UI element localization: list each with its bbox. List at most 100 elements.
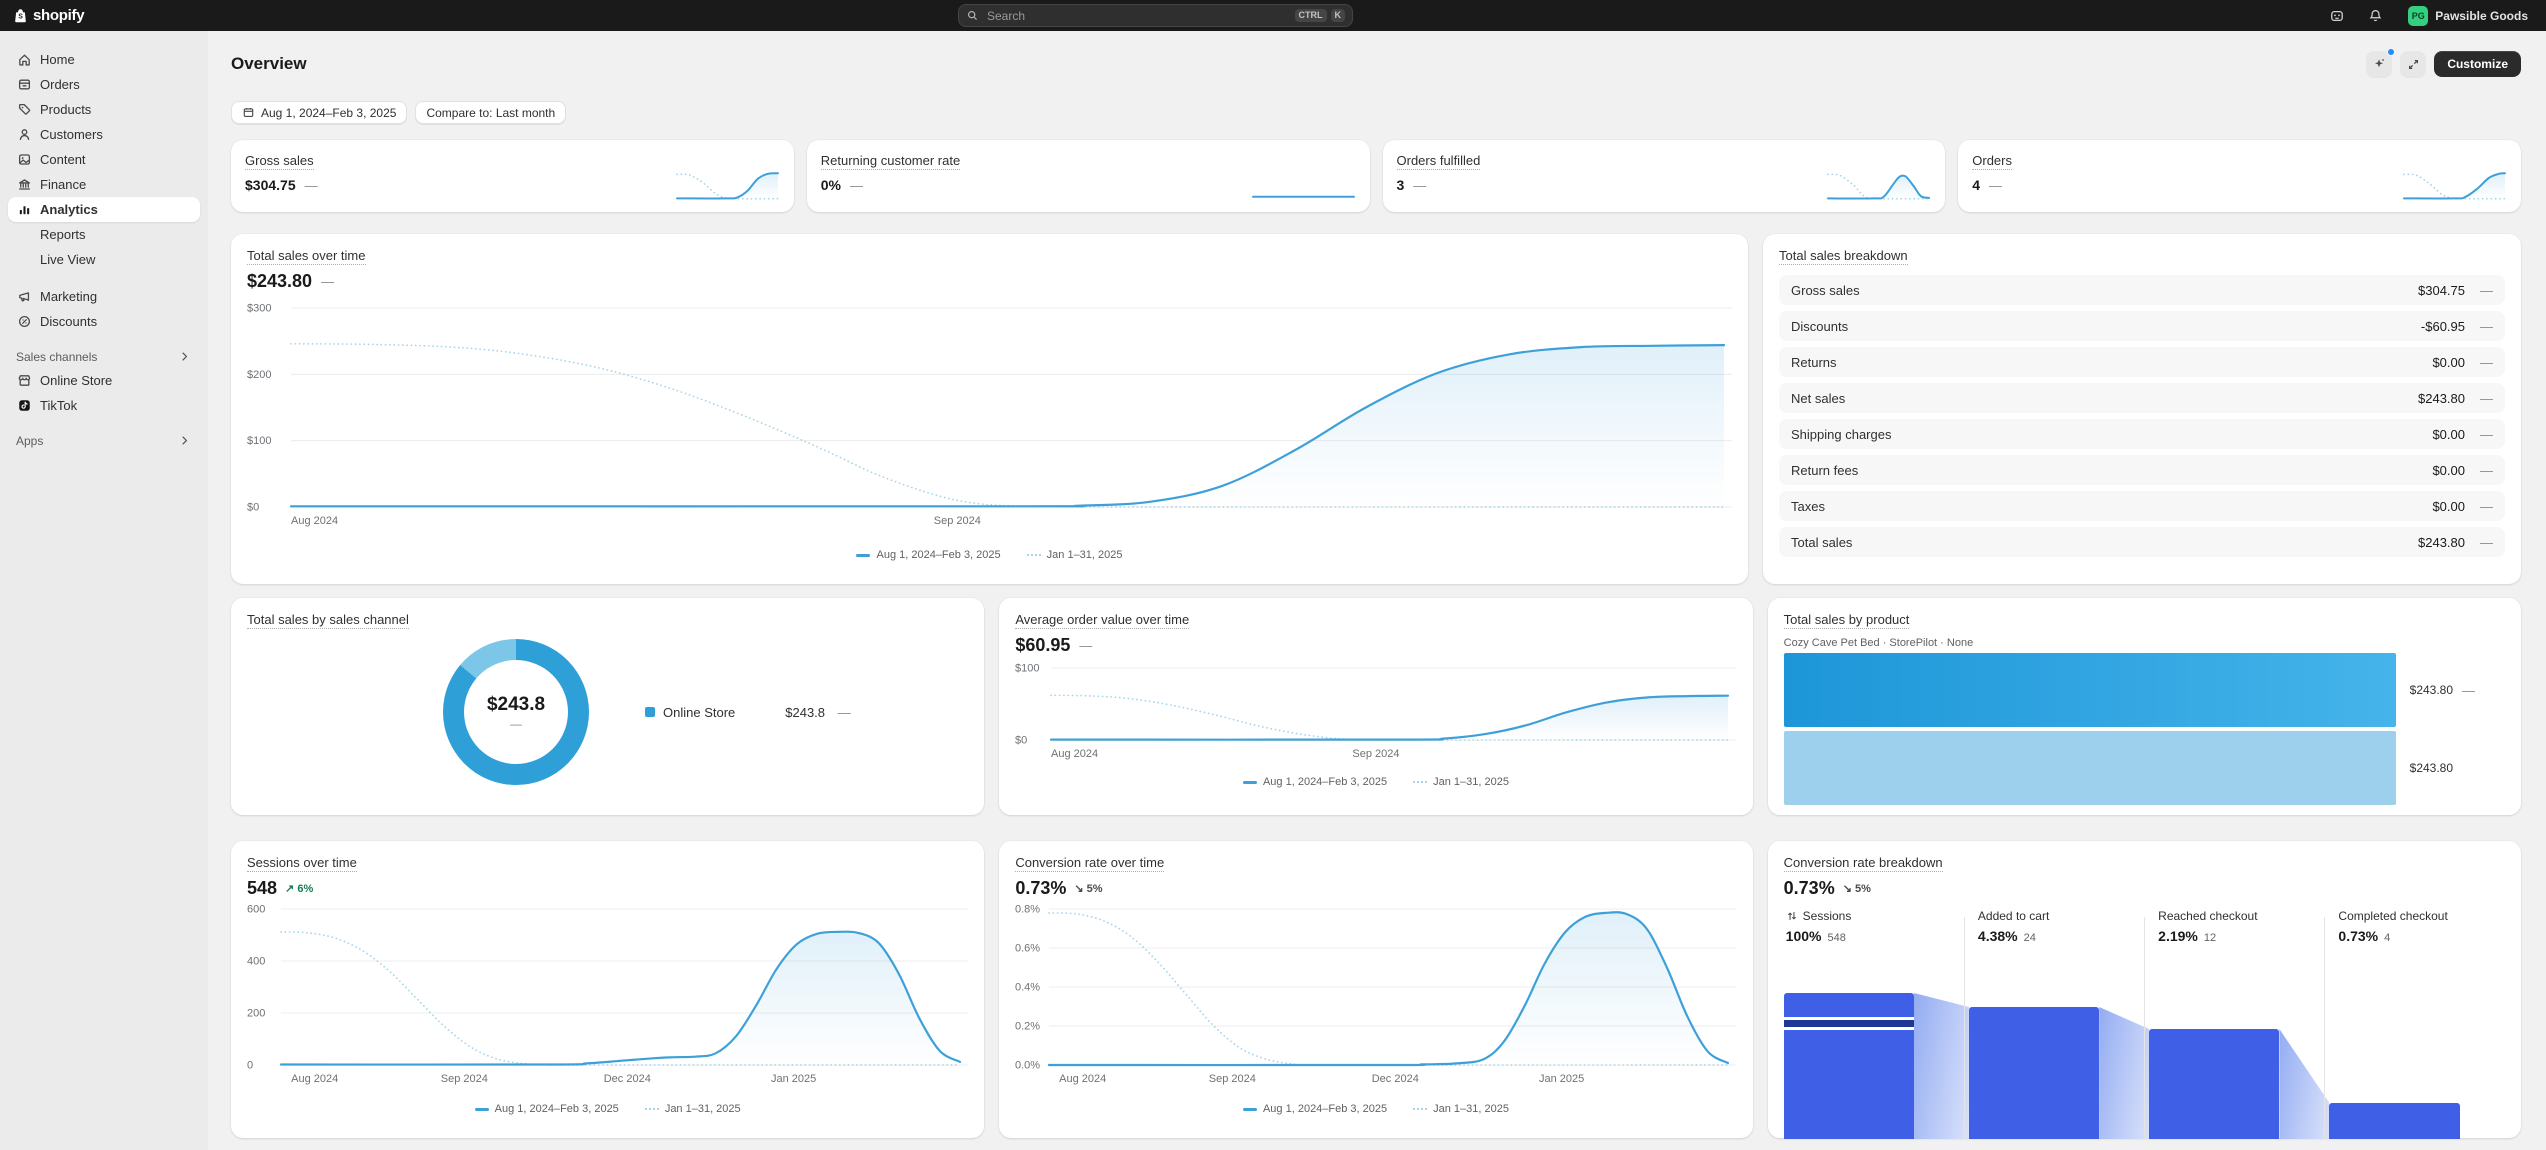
breakdown-row-taxes[interactable]: Taxes $0.00 — bbox=[1779, 491, 2505, 521]
funnel-transition bbox=[2279, 1029, 2330, 1139]
sidebar-item-customers[interactable]: Customers bbox=[8, 122, 200, 147]
breakdown-row-returns[interactable]: Returns $0.00 — bbox=[1779, 347, 2505, 377]
content-icon bbox=[16, 152, 32, 168]
breakdown-dash: — bbox=[2480, 462, 2493, 478]
global-search[interactable]: CTRL K bbox=[958, 4, 1353, 27]
svg-text:Sep 2024: Sep 2024 bbox=[934, 515, 981, 527]
total-sales-card: Total sales over time $243.80— $300 $200 $… bbox=[231, 234, 1748, 584]
sidebar-item-label: Live View bbox=[40, 252, 96, 267]
svg-text:0.4%: 0.4% bbox=[1015, 982, 1040, 994]
funnel-divider bbox=[2324, 917, 2326, 1139]
breakdown-row-net-sales[interactable]: Net sales $243.80 — bbox=[1779, 383, 2505, 413]
sidebar-section-sales-channels[interactable]: Sales channels bbox=[8, 350, 200, 364]
total-sales-chart: $300 $200 $100 $0 Aug 2024 Sep 2024 bbox=[247, 302, 1732, 537]
sidebar-item-finance[interactable]: Finance bbox=[8, 172, 200, 197]
compare-button[interactable]: Compare to: Last month bbox=[415, 101, 567, 124]
metric-card-orders-fulfilled[interactable]: Orders fulfilled 3 — bbox=[1382, 140, 1946, 212]
date-range-button[interactable]: Aug 1, 2024–Feb 3, 2025 bbox=[231, 101, 408, 124]
analytics-icon bbox=[16, 202, 32, 218]
breakdown-value: $0.00 bbox=[2432, 462, 2465, 478]
store-menu[interactable]: PG Pawsible Goods bbox=[2402, 4, 2534, 28]
sidebar-item-tiktok[interactable]: TikTok bbox=[8, 393, 200, 418]
shopify-logo[interactable]: S shopify bbox=[12, 7, 208, 24]
sidekick-button[interactable] bbox=[2326, 5, 2348, 27]
expand-button[interactable] bbox=[2400, 51, 2427, 77]
sidebar-item-label: TikTok bbox=[40, 398, 78, 413]
sidebar-item-marketing[interactable]: Marketing bbox=[8, 284, 200, 309]
breakdown-value: $243.80 bbox=[2418, 390, 2465, 406]
chart-value: 0.73% bbox=[1015, 878, 1067, 898]
funnel-step-count: 548 bbox=[1827, 932, 1846, 944]
funnel-step-header-completed-checkout: Completed checkout 0.73% 4 bbox=[2338, 909, 2447, 944]
funnel-bar-added-to-cart[interactable] bbox=[1968, 1007, 2100, 1139]
sidebar-item-analytics[interactable]: Analytics bbox=[8, 197, 200, 222]
metric-card-orders[interactable]: Orders 4 — bbox=[1958, 140, 2521, 212]
svg-text:Jan 2025: Jan 2025 bbox=[1539, 1073, 1584, 1085]
breakdown-value: $0.00 bbox=[2432, 426, 2465, 442]
breakdown-row-total-sales[interactable]: Total sales $243.80 — bbox=[1779, 527, 2505, 557]
svg-text:$100: $100 bbox=[1015, 663, 1039, 675]
breakdown-table: Gross sales $304.75— Discounts -$60.95— Retu… bbox=[1779, 275, 2505, 557]
funnel-transition bbox=[1913, 993, 1969, 1139]
funnel-bar-sessions[interactable] bbox=[1783, 993, 1914, 1139]
product-bar-row: $243.80— bbox=[1783, 653, 2505, 727]
sidebar-item-orders[interactable]: Orders bbox=[8, 72, 200, 97]
chart-title: Sessions over time bbox=[247, 855, 357, 872]
chart-title: Total sales by product bbox=[1783, 612, 1910, 629]
funnel-bar-completed-checkout[interactable] bbox=[2329, 1103, 2460, 1139]
svg-text:$0: $0 bbox=[247, 502, 259, 514]
metric-title: Orders bbox=[1972, 153, 2012, 170]
sidebar-item-content[interactable]: Content bbox=[8, 147, 200, 172]
sidebar-item-products[interactable]: Products bbox=[8, 97, 200, 122]
breakdown-row-return-fees[interactable]: Return fees $0.00 — bbox=[1779, 455, 2505, 485]
legend-square-swatch bbox=[645, 707, 655, 717]
shopify-bag-icon: S bbox=[12, 7, 29, 24]
sidebar-item-online-store[interactable]: Online Store bbox=[8, 368, 200, 393]
chart-value: 0.73% bbox=[1783, 878, 1835, 898]
conversion-funnel: Sessions 100% 548 Added to cart 4.38% 24 Rea… bbox=[1783, 907, 2505, 1139]
sidebar-item-live-view[interactable]: Live View bbox=[8, 247, 200, 272]
expand-icon bbox=[2408, 59, 2418, 69]
search-icon bbox=[966, 9, 979, 22]
delta-badge: ↗ 6% bbox=[285, 883, 314, 895]
breakdown-label: Discounts bbox=[1791, 318, 1849, 334]
customize-button[interactable]: Customize bbox=[2434, 51, 2521, 77]
search-input[interactable] bbox=[985, 7, 1289, 24]
tiktok-icon bbox=[16, 398, 32, 414]
chart-title: Conversion rate breakdown bbox=[1783, 855, 1943, 872]
sidebar-item-reports[interactable]: Reports bbox=[8, 222, 200, 247]
breakdown-row-discounts[interactable]: Discounts -$60.95 — bbox=[1779, 311, 2505, 341]
chart-title: Conversion rate over time bbox=[1015, 855, 1165, 872]
breakdown-row-gross-sales[interactable]: Gross sales $304.75 — bbox=[1779, 275, 2505, 305]
funnel-step-header-reached-checkout: Reached checkout 2.19% 12 bbox=[2158, 909, 2257, 944]
funnel-step-label: Sessions bbox=[1802, 909, 1852, 923]
notifications-button[interactable] bbox=[2364, 5, 2386, 27]
gross-sales-sparkline bbox=[675, 167, 780, 203]
sidekick-insights-button[interactable] bbox=[2366, 48, 2396, 77]
sidebar-item-label: Online Store bbox=[40, 373, 113, 388]
metric-dash: — bbox=[1413, 177, 1427, 193]
breakdown-dash: — bbox=[2480, 354, 2493, 370]
metric-value: $304.75 bbox=[245, 177, 296, 193]
svg-text:0: 0 bbox=[247, 1060, 253, 1072]
metric-card-gross-sales[interactable]: Gross sales $304.75 — bbox=[231, 140, 794, 212]
sidebar-section-apps[interactable]: Apps bbox=[8, 434, 200, 448]
donut-center-value: $243.8 bbox=[486, 693, 546, 715]
sidebar-item-home[interactable]: Home bbox=[8, 47, 200, 72]
top-bar: S shopify CTRL K PG Pawsible Goods bbox=[0, 0, 2546, 31]
svg-text:$0: $0 bbox=[1015, 735, 1027, 747]
sales-by-channel-card: Total sales by sales channel $243.8 — On… bbox=[231, 598, 985, 815]
breakdown-label: Gross sales bbox=[1791, 282, 1860, 298]
legend-current: Aug 1, 2024–Feb 3, 2025 bbox=[1242, 1103, 1387, 1115]
chevron-right-icon bbox=[178, 434, 192, 448]
store-avatar: PG bbox=[2408, 5, 2429, 26]
svg-text:0.0%: 0.0% bbox=[1015, 1060, 1040, 1072]
metric-card-returning-rate[interactable]: Returning customer rate 0% — bbox=[806, 140, 1370, 212]
breakdown-label: Returns bbox=[1791, 354, 1837, 370]
svg-text:0.6%: 0.6% bbox=[1015, 943, 1040, 955]
sidebar: Home Orders Products Customers Content Financ… bbox=[0, 31, 208, 1150]
sidebar-item-discounts[interactable]: Discounts bbox=[8, 309, 200, 334]
legend-compare: Jan 1–31, 2025 bbox=[1413, 1103, 1509, 1115]
breakdown-row-shipping-charges[interactable]: Shipping charges $0.00 — bbox=[1779, 419, 2505, 449]
funnel-bar-reached-checkout[interactable] bbox=[2149, 1029, 2280, 1139]
